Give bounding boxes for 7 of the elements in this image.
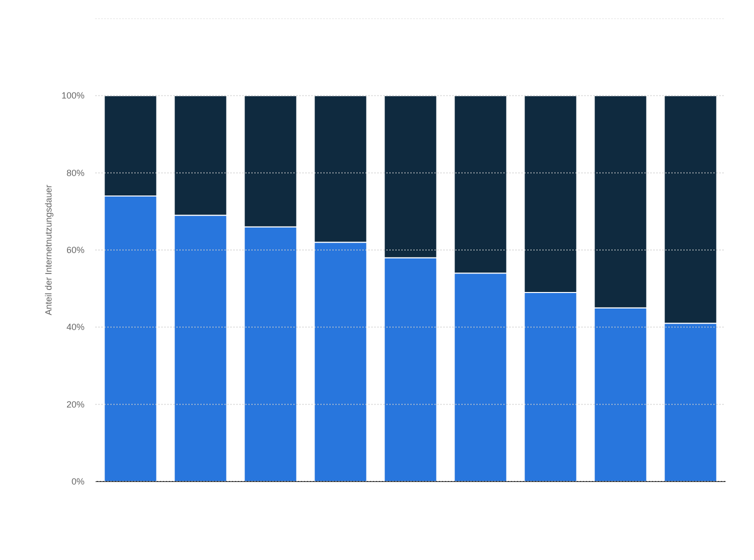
y-tick-label: 60% xyxy=(66,245,84,255)
y-axis-title: Anteil der Internetnutzungsdauer xyxy=(43,184,54,316)
y-tick-label: 40% xyxy=(66,322,84,332)
y-tick-label: 0% xyxy=(71,476,85,486)
y-tick-label: 100% xyxy=(61,90,85,101)
y-tick-label: 20% xyxy=(66,399,84,410)
y-tick-label: 80% xyxy=(66,168,84,178)
